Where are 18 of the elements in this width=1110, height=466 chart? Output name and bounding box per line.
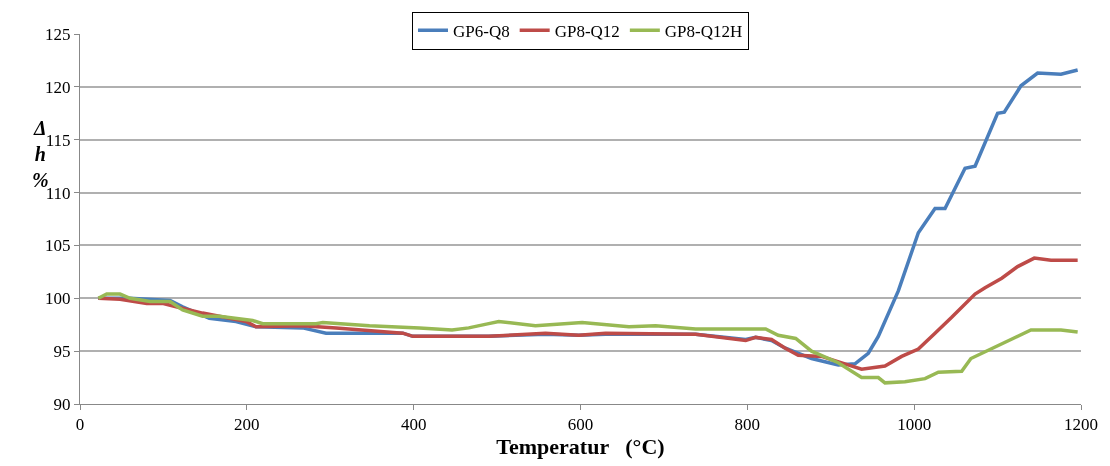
y-tick-label: 95: [53, 342, 71, 362]
x-tick-label: 600: [567, 415, 594, 435]
y-tick-label: 100: [45, 289, 71, 309]
x-tick-label: 1200: [1064, 415, 1098, 435]
y-tick-label: 125: [45, 24, 71, 44]
legend-label: GP6-Q8: [453, 21, 510, 41]
x-tick-label: 0: [75, 415, 85, 435]
y-tick-label: 90: [53, 394, 71, 414]
x-tick-label: 400: [400, 415, 427, 435]
legend-label: GP8-Q12H: [664, 21, 743, 41]
y-tick-label: 105: [45, 236, 71, 256]
y-tick-label: 115: [45, 130, 71, 150]
x-tick-label: 800: [734, 415, 761, 435]
x-axis-title: Temperatur (°C): [496, 434, 665, 460]
y-tick-label: 120: [45, 77, 71, 97]
legend-label: GP8-Q12: [554, 21, 620, 41]
x-tick-label: 1000: [897, 415, 932, 435]
x-tick-label: 200: [234, 415, 260, 435]
